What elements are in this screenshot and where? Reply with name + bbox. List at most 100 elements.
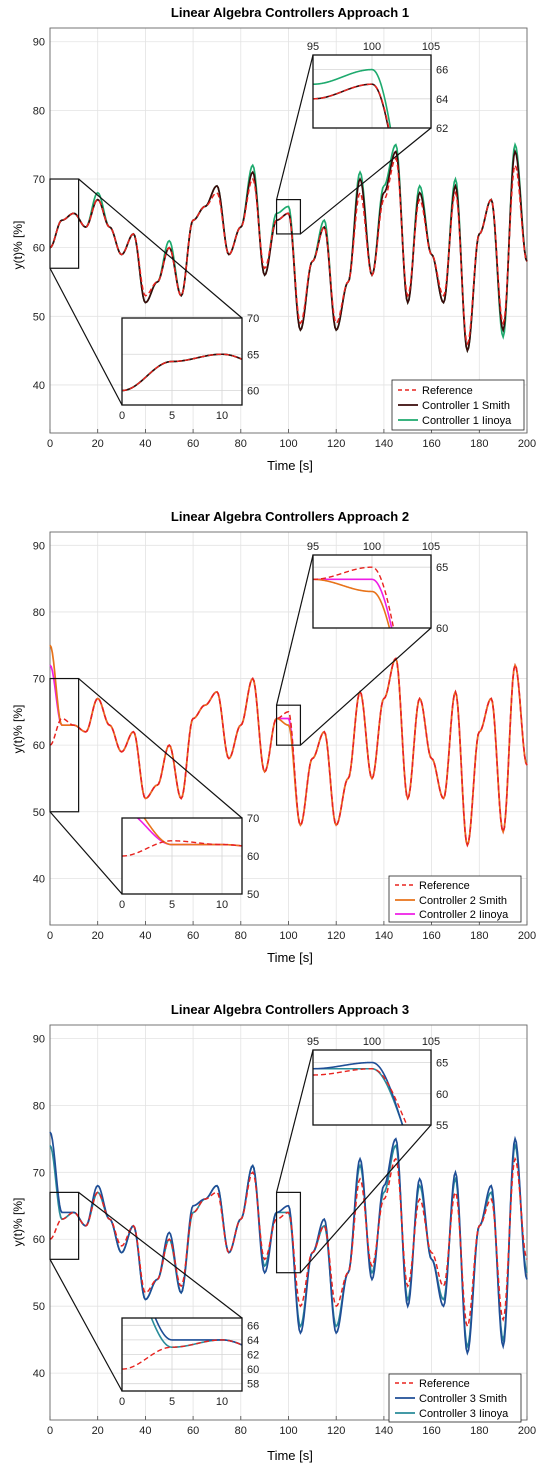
x-tick-label: 60 <box>187 1425 199 1437</box>
series-line-reference <box>49 157 528 346</box>
x-axis-label: Time [s] <box>267 950 313 965</box>
legend: Reference Controller 2 Smith Controller … <box>388 875 522 923</box>
zoom-connector <box>275 554 314 706</box>
zoom-region-box <box>49 178 80 269</box>
inset-y-tick-label: 62 <box>436 123 448 135</box>
y-tick-label: 70 <box>33 674 45 686</box>
inset-series-reference <box>313 83 390 128</box>
x-tick-label: 60 <box>187 930 199 942</box>
y-tick-label: 50 <box>33 807 45 819</box>
plot-layer: 0 20 40 60 80 100 120 140 160 180 200 40 50 60 70 80 90 0… <box>33 27 536 1437</box>
zoom-connector <box>49 1259 123 1392</box>
zoom-connector <box>49 811 123 895</box>
inset-frame <box>121 1317 243 1392</box>
inset-x-tick-label: 5 <box>169 410 175 422</box>
inset-lines <box>313 1061 408 1125</box>
legend-label-iinoya: Controller 2 Iinoya <box>419 909 509 921</box>
x-axis-label: Time [s] <box>267 458 313 473</box>
x-tick-label: 0 <box>47 438 53 450</box>
inset-y-tick-label: 60 <box>247 386 259 398</box>
inset-x-tick-label: 5 <box>169 899 175 911</box>
x-tick-label: 200 <box>518 930 536 942</box>
zoom-region-box <box>275 199 302 235</box>
main-axes-2: 0 20 40 60 80 100 120 140 160 180 2004050607080900… <box>33 531 536 942</box>
inset-series-controller-3-smith <box>313 1061 404 1125</box>
zoom-connector <box>300 627 432 746</box>
inset-series-controller-2-smith <box>143 818 242 847</box>
legend-label-smith: Controller 3 Smith <box>419 1393 507 1405</box>
y-tick-label: 70 <box>33 1167 45 1179</box>
inset-y-tick-label: 70 <box>247 313 259 325</box>
inset-x-tick-label: 105 <box>422 41 440 53</box>
y-tick-label: 40 <box>33 873 45 885</box>
inset-lines <box>122 818 242 857</box>
legend-label-reference: Reference <box>419 880 470 892</box>
x-tick-label: 180 <box>470 438 488 450</box>
inset-series-controller-2-smith <box>313 578 391 628</box>
inset-x-tick-label: 100 <box>363 541 381 553</box>
zoom-connector <box>299 1124 432 1274</box>
x-axis-label: Time [s] <box>267 1448 313 1463</box>
x-tick-label: 20 <box>92 438 104 450</box>
inset-lines <box>122 1318 242 1370</box>
x-tick-label: 0 <box>47 1425 53 1437</box>
x-tick-label: 40 <box>139 930 151 942</box>
inset-y-tick-label: 66 <box>436 65 448 77</box>
inset-y-tick-label: 58 <box>247 1379 259 1391</box>
inset-y-tick-label: 60 <box>436 623 448 635</box>
x-tick-label: 120 <box>327 1425 345 1437</box>
x-tick-label: 20 <box>92 930 104 942</box>
zoom-region-box <box>49 677 80 813</box>
legend-label-reference: Reference <box>419 1378 470 1390</box>
y-axis-label: y(t)% [%] <box>11 705 25 754</box>
inset-y-tick-label: 64 <box>247 1335 259 1347</box>
panel-2: Linear Algebra Controllers Approach 2 y(… <box>11 509 522 965</box>
inset-frame <box>121 317 243 406</box>
y-tick-label: 60 <box>33 1234 45 1246</box>
inset-y-tick-label: 60 <box>436 1089 448 1101</box>
x-tick-label: 180 <box>470 1425 488 1437</box>
y-tick-label: 60 <box>33 243 45 255</box>
x-tick-label: 40 <box>139 1425 151 1437</box>
y-tick-label: 80 <box>33 607 45 619</box>
inset-left: 0 5 10 60 65 70 <box>119 313 259 422</box>
x-tick-label: 160 <box>422 1425 440 1437</box>
inset-series-controller-2-iinoya <box>313 578 393 628</box>
zoom-connector <box>78 678 243 819</box>
inset-y-tick-label: 65 <box>247 349 259 361</box>
x-tick-label: 100 <box>279 1425 297 1437</box>
inset-lines <box>313 566 395 628</box>
inset-right: 95 100 105 55 60 65 <box>307 1036 448 1132</box>
y-tick-label: 80 <box>33 1100 45 1112</box>
legend: Reference Controller 3 Smith Controller … <box>388 1373 522 1423</box>
legend-label-reference: Reference <box>422 385 473 397</box>
main-axes-3: 0 20 40 60 80 100 120 140 160 180 2004050607080900… <box>33 1024 536 1437</box>
legend-label-iinoya: Controller 3 Iinoya <box>419 1408 509 1420</box>
inset-y-tick-label: 70 <box>247 813 259 825</box>
inset-lines <box>122 353 242 392</box>
inset-y-tick-label: 62 <box>247 1350 259 1362</box>
zoom-connector <box>78 178 243 319</box>
x-tick-label: 140 <box>375 1425 393 1437</box>
main-axes-1: 0 20 40 60 80 100 120 140 160 180 2004050607080900… <box>33 27 536 450</box>
x-tick-label: 200 <box>518 1425 536 1437</box>
inset-x-tick-label: 105 <box>422 1036 440 1048</box>
x-tick-label: 20 <box>92 1425 104 1437</box>
inset-series-reference <box>122 840 242 857</box>
y-tick-label: 50 <box>33 311 45 323</box>
y-tick-label: 50 <box>33 1301 45 1313</box>
zoom-connector <box>49 267 123 406</box>
inset-frame <box>121 817 243 895</box>
x-tick-label: 60 <box>187 438 199 450</box>
inset-x-tick-label: 95 <box>307 41 319 53</box>
inset-y-tick-label: 55 <box>436 1120 448 1132</box>
inset-x-tick-label: 95 <box>307 541 319 553</box>
zoom-connector <box>275 1049 314 1193</box>
x-tick-label: 80 <box>235 438 247 450</box>
inset-series-controller-1-smith <box>122 353 242 392</box>
y-tick-label: 90 <box>33 37 45 49</box>
inset-x-tick-label: 100 <box>363 41 381 53</box>
series-line-reference <box>49 657 528 848</box>
x-tick-label: 100 <box>279 930 297 942</box>
